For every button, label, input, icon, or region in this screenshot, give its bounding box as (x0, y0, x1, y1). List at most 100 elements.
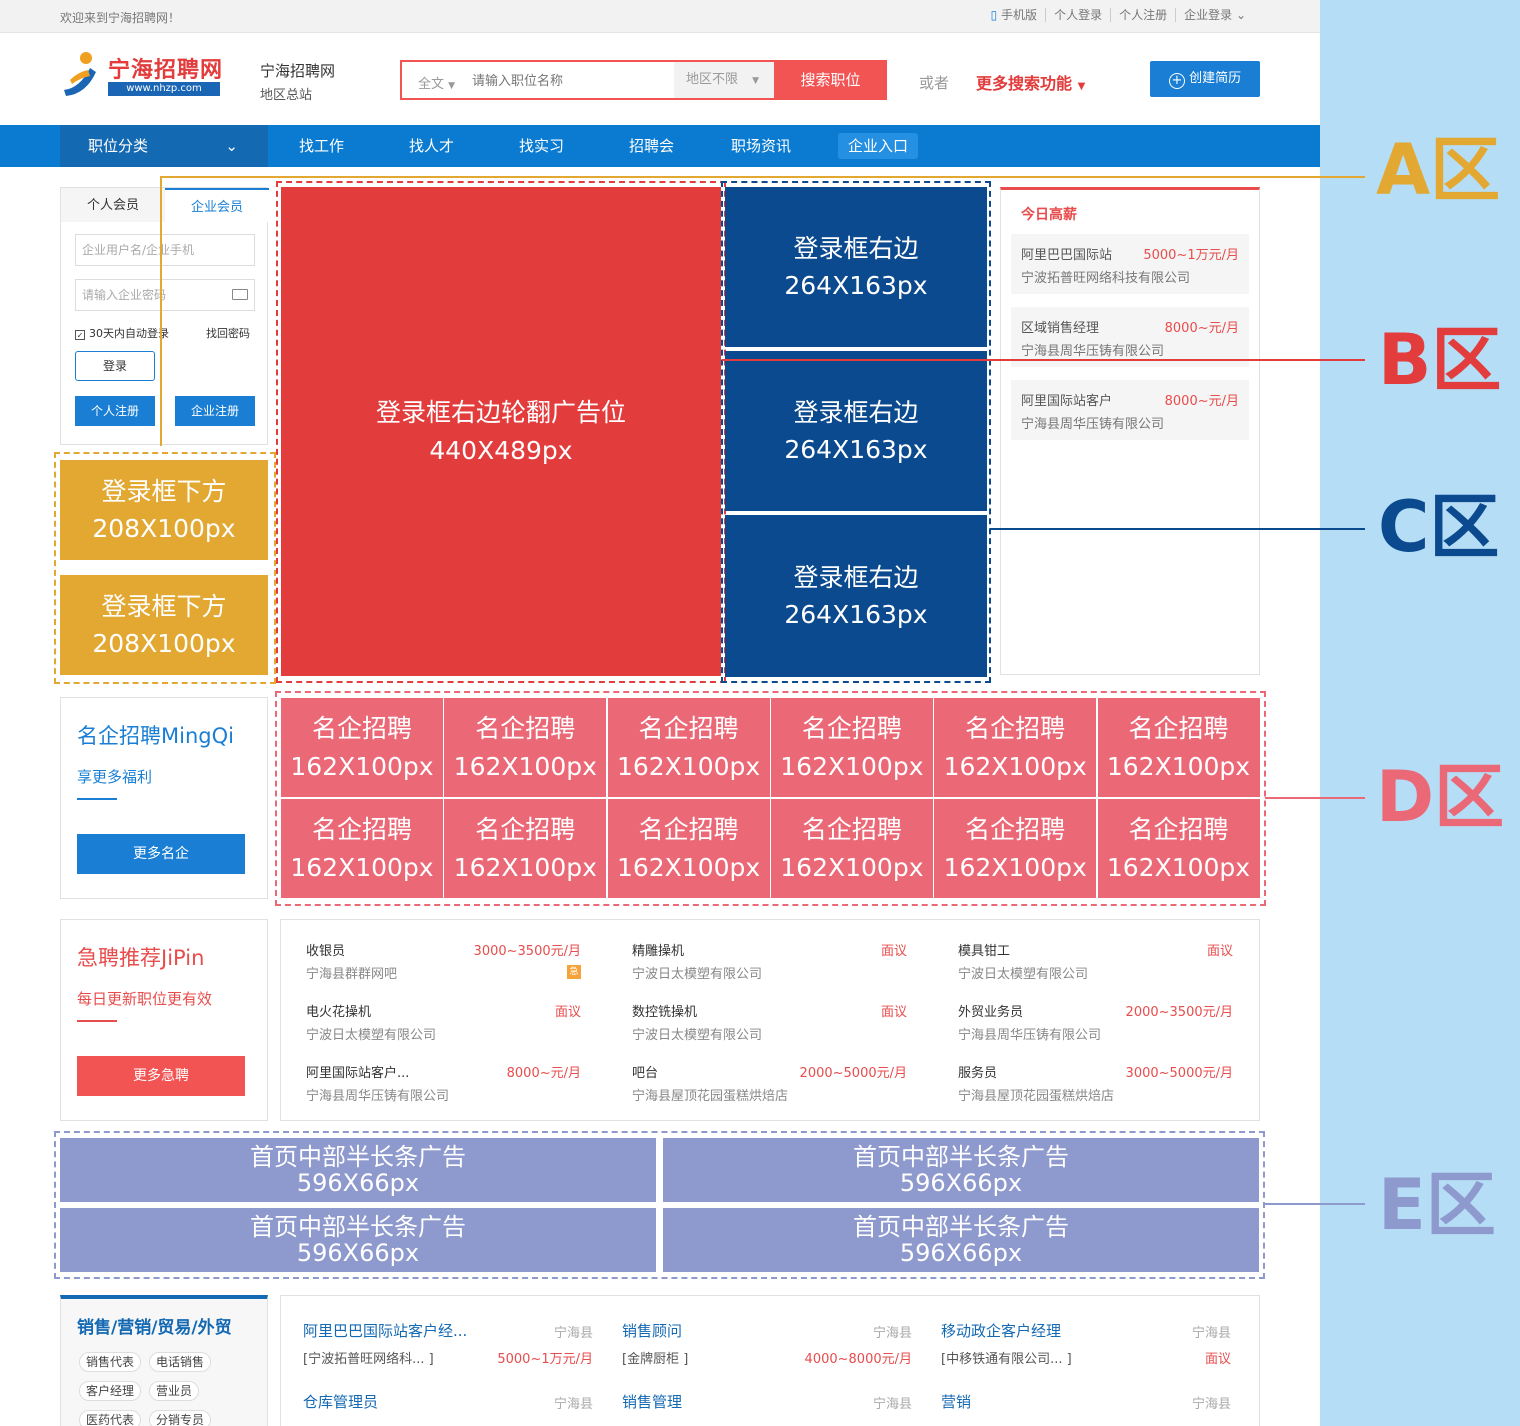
company-register-button[interactable]: 企业注册 (175, 396, 255, 426)
high-pay-item[interactable]: 区域销售经理 8000~元/月 宁海县周华压铸有限公司 (1011, 307, 1249, 367)
search-scope-select[interactable]: 全文 ▼ (418, 77, 456, 92)
mingqi-ad-slot[interactable]: 名企招聘 162X100px (281, 698, 443, 797)
chevron-down-icon: ⌄ (225, 137, 238, 155)
nav-internship[interactable]: 找实习 (519, 137, 565, 155)
company-login-link[interactable]: 企业登录 ⌄ (1184, 8, 1246, 22)
jipin-job-grid: 收银员 3000~3500元/月 宁海县群群网吧急 精雕操机 面议 宁波日太模塑有限公司 模… (280, 919, 1260, 1121)
tab-personal-member[interactable]: 个人会员 (61, 188, 165, 222)
category-tag[interactable]: 销售代表 (79, 1352, 142, 1372)
zone-e-label: E区 (1378, 1164, 1496, 1246)
jipin-job-item[interactable]: 电火花操机 面议 宁波日太模塑有限公司 (306, 1005, 581, 1043)
zone-b-label: B区 (1378, 319, 1502, 401)
ad-carousel-right-of-login[interactable]: 登录框右边轮翻广告位 440X489px (281, 187, 721, 676)
category-job-item[interactable]: 营销 宁海县 (941, 1393, 1231, 1412)
mid-banner-ad-4[interactable]: 首页中部半长条广告 596X66px (663, 1208, 1259, 1272)
zone-a-outline (54, 452, 276, 684)
top-bar: 欢迎来到宁海招聘网！ ▯ 手机版 个人登录 个人注册 企业登录 ⌄ (0, 0, 1320, 33)
login-box: 个人会员 企业会员 企业用户名/企业手机 请输入企业密码 ✓ 30天内自动登录 找… (60, 187, 269, 445)
mingqi-ad-slot[interactable]: 名企招聘 162X100px (1097, 698, 1260, 797)
ad-right-of-login-3[interactable]: 登录框右边 264X163px (725, 515, 987, 677)
mingqi-ad-slot[interactable]: 名企招聘 162X100px (770, 799, 933, 898)
search-button[interactable]: 搜索职位 (774, 60, 887, 100)
mingqi-ad-slot[interactable]: 名企招聘 162X100px (934, 799, 1097, 898)
mid-banner-ad-3[interactable]: 首页中部半长条广告 596X66px (60, 1208, 656, 1272)
nav-career-news[interactable]: 职场资讯 (731, 137, 792, 155)
high-pay-item[interactable]: 阿里国际站客户 8000~元/月 宁海县周华压铸有限公司 (1011, 380, 1249, 440)
personal-register-button[interactable]: 个人注册 (75, 396, 155, 426)
forgot-password-link[interactable]: 找回密码 (206, 327, 250, 340)
zone-b-line (722, 359, 1365, 361)
jipin-job-item[interactable]: 吧台 2000~5000元/月 宁海县屋顶花园蛋糕烘焙店 (632, 1066, 907, 1104)
more-search-link[interactable]: 更多搜索功能 ▼ (976, 74, 1086, 93)
nav-find-talent[interactable]: 找人才 (409, 137, 455, 155)
mingqi-ad-slot[interactable]: 名企招聘 162X100px (934, 698, 1097, 797)
mingqi-ad-slot[interactable]: 名企招聘 162X100px (281, 799, 443, 898)
personal-register-link[interactable]: 个人注册 (1111, 8, 1177, 22)
nav-job-fair[interactable]: 招聘会 (629, 137, 675, 155)
category-job-item[interactable]: 仓库管理员 宁海县 (303, 1393, 593, 1412)
category-job-item[interactable]: 阿里巴巴国际站客户经... 宁海县 [宁波拓普旺网络科... ] 5000~1万元/月 (303, 1322, 593, 1367)
area-select[interactable]: 地区不限 ▼ (674, 62, 774, 98)
jipin-job-item[interactable]: 外贸业务员 2000~3500元/月 宁海县周华压铸有限公司 (958, 1005, 1233, 1043)
company-password-field[interactable]: 请输入企业密码 (75, 279, 255, 311)
caret-down-icon: ▼ (448, 81, 456, 91)
divider (77, 798, 117, 800)
category-title: 销售/营销/贸易/外贸 (77, 1318, 232, 1338)
mingqi-ad-slot[interactable]: 名企招聘 162X100px (607, 799, 770, 898)
mingqi-ad-slot[interactable]: 名企招聘 162X100px (1097, 799, 1260, 898)
divider (77, 1020, 117, 1022)
site-subtitle: 地区总站 (260, 88, 313, 103)
remember-checkbox[interactable]: ✓ 30天内自动登录 (75, 327, 169, 340)
high-pay-panel: 今日高薪 阿里巴巴国际站 5000~1万元/月 宁波拓普旺网络科技有限公司 区域… (1000, 187, 1260, 675)
jipin-title: 急聘推荐JiPin (77, 946, 205, 970)
category-job-item[interactable]: 移动政企客户经理 宁海县 [中移铁通有限公司... ] 面议 (941, 1322, 1231, 1367)
mingqi-ad-slot[interactable]: 名企招聘 162X100px (444, 698, 607, 797)
ad-below-login-1[interactable]: 登录框下方 208X100px (60, 460, 268, 560)
mingqi-ad-slot[interactable]: 名企招聘 162X100px (770, 698, 933, 797)
login-button[interactable]: 登录 (75, 351, 155, 381)
jipin-job-item[interactable]: 收银员 3000~3500元/月 宁海县群群网吧急 (306, 944, 581, 982)
jipin-job-item[interactable]: 阿里国际站客户... 8000~元/月 宁海县周华压铸有限公司 (306, 1066, 581, 1104)
site-logo[interactable]: 宁海招聘网 www.nhzp.com (60, 50, 225, 100)
mid-banner-ad-2[interactable]: 首页中部半长条广告 596X66px (663, 1138, 1259, 1202)
zone-c-label: C区 (1378, 486, 1500, 568)
category-job-item[interactable]: 销售管理 宁海县 (622, 1393, 912, 1412)
category-tag[interactable]: 分销专员 (149, 1410, 212, 1426)
personal-login-link[interactable]: 个人登录 (1046, 8, 1112, 22)
category-tag[interactable]: 医药代表 (79, 1410, 142, 1426)
mobile-link[interactable]: ▯ 手机版 (983, 8, 1047, 22)
category-tag[interactable]: 电话销售 (149, 1352, 212, 1372)
zone-a-connector (160, 176, 162, 446)
main-nav: 职位分类 ⌄ 找工作 找人才 找实习 招聘会 职场资讯 企业入口 (0, 125, 1320, 167)
jipin-job-item[interactable]: 模具钳工 面议 宁波日太模塑有限公司 (958, 944, 1233, 982)
more-jipin-button[interactable]: 更多急聘 (77, 1056, 245, 1096)
jipin-job-item[interactable]: 数控铣操机 面议 宁波日太模塑有限公司 (632, 1005, 907, 1043)
check-icon: ✓ (75, 330, 85, 340)
nav-company-entry[interactable]: 企业入口 (838, 133, 919, 159)
mingqi-ad-slot[interactable]: 名企招聘 162X100px (444, 799, 607, 898)
keyboard-icon[interactable] (232, 289, 248, 300)
mid-banner-ad-1[interactable]: 首页中部半长条广告 596X66px (60, 1138, 656, 1202)
nav-find-job[interactable]: 找工作 (299, 137, 345, 155)
search-bar: 全文 ▼ 地区不限 ▼ 搜索职位 (400, 60, 887, 100)
high-pay-item[interactable]: 阿里巴巴国际站 5000~1万元/月 宁波拓普旺网络科技有限公司 (1011, 234, 1249, 294)
tab-company-member[interactable]: 企业会员 (165, 188, 269, 222)
jipin-job-item[interactable]: 服务员 3000~5000元/月 宁海县屋顶花园蛋糕烘焙店 (958, 1066, 1233, 1104)
jipin-job-item[interactable]: 精雕操机 面议 宁波日太模塑有限公司 (632, 944, 907, 982)
search-input[interactable] (472, 68, 672, 92)
job-category-menu[interactable]: 职位分类 ⌄ (60, 125, 268, 167)
category-tag[interactable]: 客户经理 (79, 1381, 142, 1401)
category-job-item[interactable]: 销售顾问 宁海县 [金牌厨柜 ] 4000~8000元/月 (622, 1322, 912, 1367)
zone-e-line (1265, 1203, 1365, 1205)
ad-right-of-login-1[interactable]: 登录框右边 264X163px (725, 187, 987, 347)
or-text: 或者 (919, 74, 950, 92)
mingqi-ad-slot[interactable]: 名企招聘 162X100px (607, 698, 770, 797)
create-resume-button[interactable]: + 创建简历 (1150, 61, 1260, 97)
ad-right-of-login-2[interactable]: 登录框右边 264X163px (725, 351, 987, 511)
company-username-field[interactable]: 企业用户名/企业手机 (75, 234, 255, 266)
caret-down-icon: ▼ (1077, 81, 1086, 92)
ad-below-login-2[interactable]: 登录框下方 208X100px (60, 575, 268, 675)
category-tag[interactable]: 营业员 (149, 1381, 200, 1401)
zone-c-line (990, 528, 1365, 530)
more-mingqi-button[interactable]: 更多名企 (77, 834, 245, 874)
